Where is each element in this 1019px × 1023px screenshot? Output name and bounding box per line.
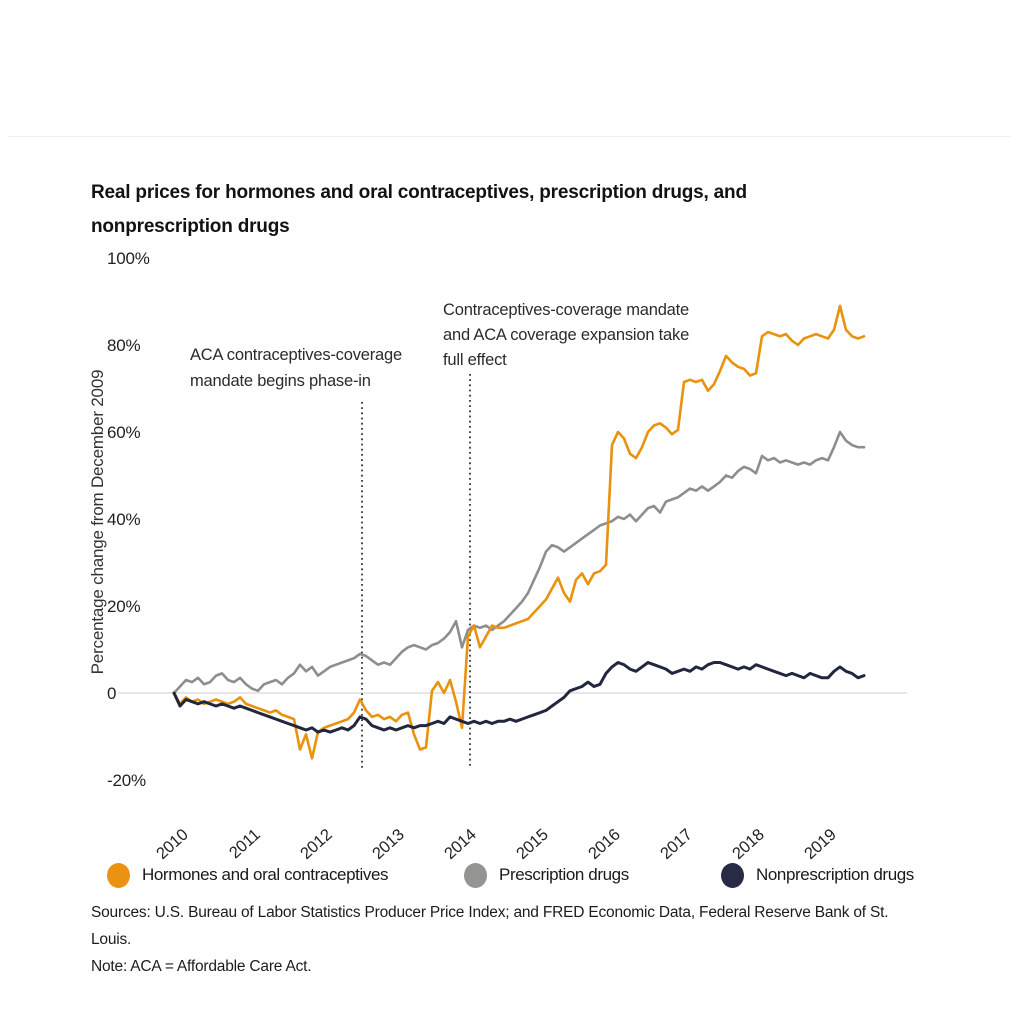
chart-legend: Hormones and oral contraceptives Prescri… bbox=[0, 860, 1019, 890]
annotation-text: mandate begins phase-in bbox=[190, 372, 371, 390]
series-lines bbox=[172, 304, 866, 760]
x-tick-label: 2011 bbox=[226, 826, 264, 863]
x-tick-label: 2010 bbox=[153, 826, 192, 863]
y-tick-label: -20% bbox=[107, 771, 146, 790]
x-tick-label: 2013 bbox=[369, 826, 408, 863]
legend-label: Hormones and oral contraceptives bbox=[142, 865, 389, 884]
legend-label: Prescription drugs bbox=[499, 865, 629, 884]
x-tick-label: 2012 bbox=[297, 826, 336, 863]
legend-dot-nonprescription-icon bbox=[721, 862, 744, 888]
chart-title: Real prices for hormones and oral contra… bbox=[91, 182, 747, 237]
legend-dot-hormones-icon bbox=[107, 862, 130, 888]
legend-item-hormones: Hormones and oral contraceptives bbox=[107, 860, 389, 890]
series-line-prescription-drugs bbox=[172, 430, 866, 695]
legend-item-prescription: Prescription drugs bbox=[464, 860, 629, 890]
x-tick-label: 2019 bbox=[801, 826, 840, 863]
y-tick-label: 0 bbox=[107, 684, 116, 703]
annotation-layer: ACA contraceptives-coverage mandate begin… bbox=[190, 301, 689, 769]
x-tick-label: 2016 bbox=[585, 826, 624, 863]
annotation-text: and ACA coverage expansion take bbox=[443, 326, 689, 344]
top-divider bbox=[8, 136, 1011, 137]
x-tick-label: 2018 bbox=[729, 826, 768, 863]
note-text: Note: ACA = Affordable Care Act. bbox=[91, 958, 312, 975]
annotation-text: Contraceptives-coverage mandate bbox=[443, 301, 689, 319]
x-tick-label: 2015 bbox=[513, 826, 552, 863]
y-axis-title-text: Percentage change from December 2009 bbox=[88, 370, 107, 675]
legend-item-nonprescription: Nonprescription drugs bbox=[721, 860, 914, 890]
series-line-nonprescription-drugs bbox=[172, 661, 866, 734]
sources-text: Sources: U.S. Bureau of Labor Statistics… bbox=[91, 904, 889, 948]
y-axis-labels: 100% 80% 60% 40% 20% 0 -20% bbox=[107, 249, 150, 790]
legend-label: Nonprescription drugs bbox=[756, 865, 914, 884]
annotation-text: ACA contraceptives-coverage bbox=[190, 346, 402, 364]
y-tick-label: 40% bbox=[107, 510, 141, 529]
legend-dot-prescription-icon bbox=[464, 862, 487, 888]
x-tick-label: 2017 bbox=[657, 826, 696, 863]
x-tick-label: 2014 bbox=[441, 826, 480, 863]
x-axis-labels: 2010 2011 2012 2013 2014 2015 2016 2017 2018 2019 bbox=[153, 826, 840, 863]
y-tick-label: 20% bbox=[107, 597, 141, 616]
chart-footer: Sources: U.S. Bureau of Labor Statistics… bbox=[91, 899, 891, 980]
y-tick-label: 60% bbox=[107, 423, 141, 442]
y-tick-label: 100% bbox=[107, 249, 150, 268]
series-line-hormones-and-oral-contraceptives bbox=[172, 304, 866, 760]
y-tick-label: 80% bbox=[107, 336, 141, 355]
y-axis-title: Percentage change from December 2009 bbox=[88, 370, 107, 675]
annotation-text: full effect bbox=[443, 351, 507, 369]
